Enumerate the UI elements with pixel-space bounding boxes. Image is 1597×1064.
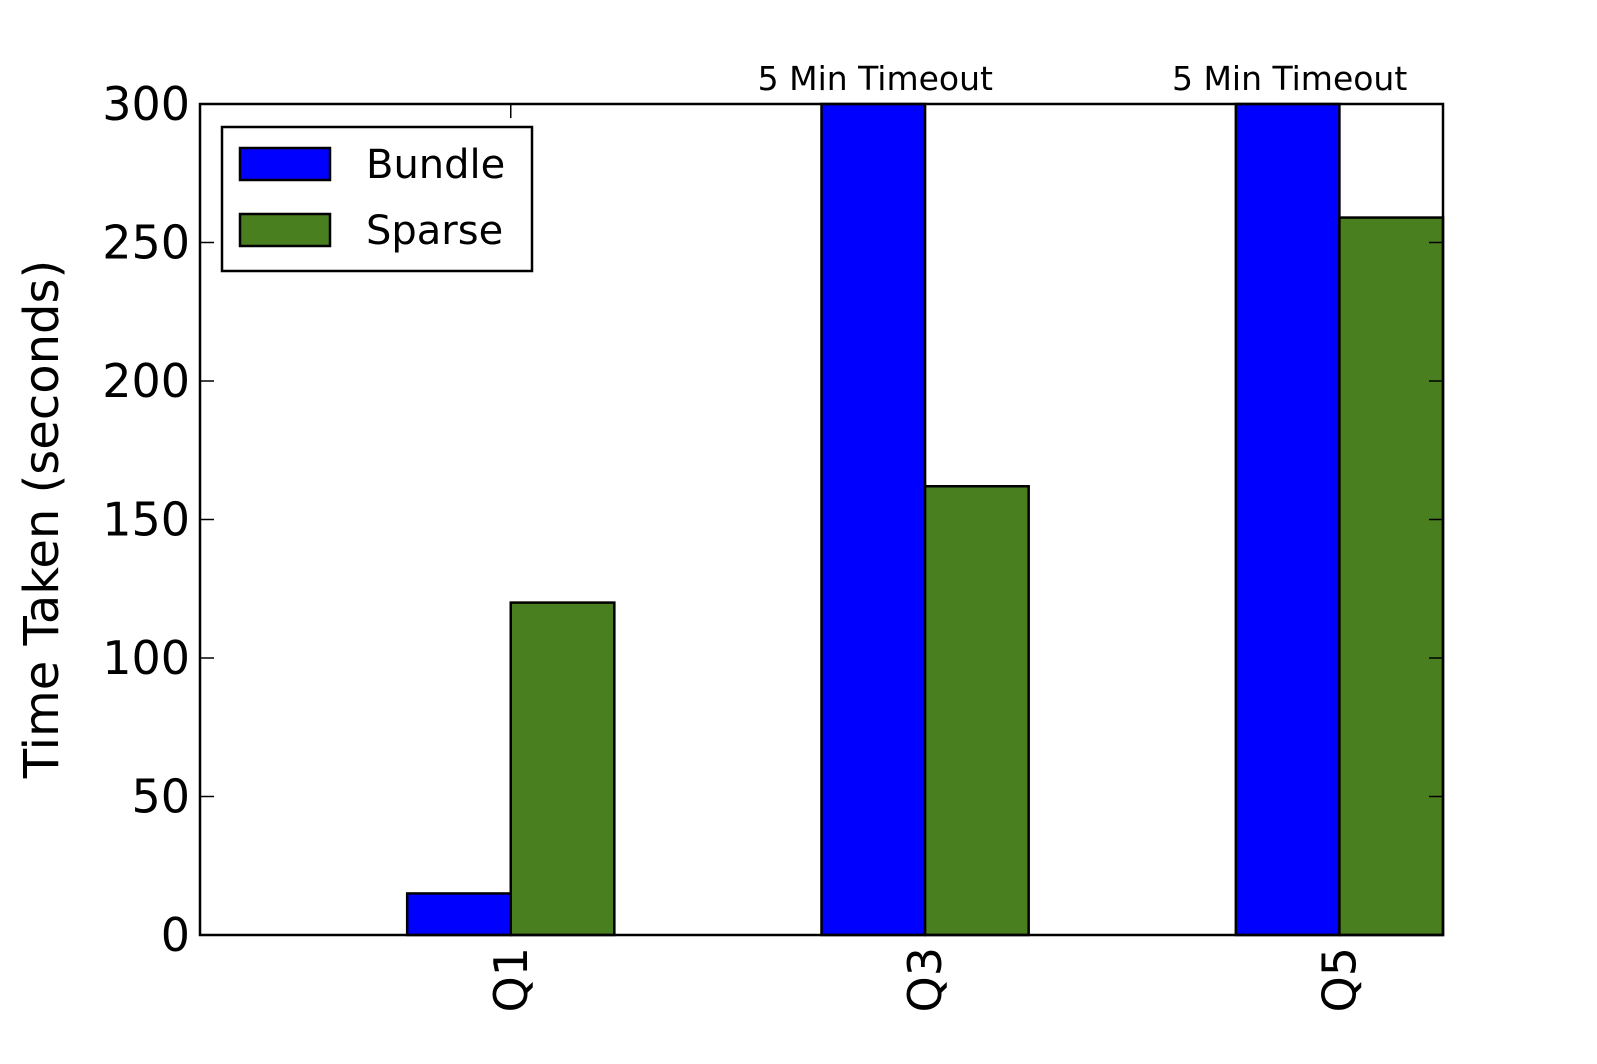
timeout-annotation: 5 Min Timeout [758, 59, 993, 98]
bar-sparse-q5 [1338, 216, 1445, 937]
legend-label-sparse: Sparse [366, 208, 503, 254]
y-tick-label: 200 [102, 354, 190, 408]
y-tick-label: 150 [102, 493, 190, 547]
y-tick-label: 50 [131, 770, 190, 824]
legend-label-bundle: Bundle [366, 142, 505, 188]
x-tick-label: Q1 [484, 947, 538, 1012]
legend-swatch-bundle [238, 146, 332, 182]
y-tick-label: 0 [161, 908, 190, 962]
bar-sparse-q3 [923, 485, 1030, 937]
y-tick-label: 250 [102, 216, 190, 270]
x-axis-ticks: Q1 Q3 Q5 [484, 104, 1366, 1012]
y-axis-label: Time Taken (seconds) [14, 260, 70, 779]
legend: Bundle Sparse [220, 125, 534, 273]
annotations-group: 5 Min Timeout 5 Min Timeout [758, 59, 1408, 98]
x-tick-label: Q3 [898, 947, 952, 1012]
timeout-annotation: 5 Min Timeout [1172, 59, 1407, 98]
y-tick-label: 100 [102, 631, 190, 685]
bar-bundle-q5 [1234, 102, 1341, 937]
bar-bundle-q1 [405, 892, 512, 937]
y-tick-label: 300 [102, 77, 190, 131]
y-axis-ticks: 0 50 100 150 200 250 300 [102, 77, 1443, 962]
bars-group [405, 102, 1445, 937]
x-tick-label: Q5 [1312, 947, 1366, 1012]
bar-bundle-q3 [820, 102, 927, 937]
bar-sparse-q1 [509, 601, 616, 937]
legend-swatch-sparse [238, 212, 332, 248]
